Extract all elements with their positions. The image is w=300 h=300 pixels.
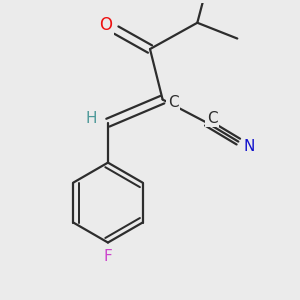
Text: N: N (243, 139, 254, 154)
Text: F: F (103, 249, 112, 264)
Text: O: O (99, 16, 112, 34)
Text: C: C (207, 111, 218, 126)
Text: H: H (85, 111, 97, 126)
Text: C: C (168, 95, 178, 110)
